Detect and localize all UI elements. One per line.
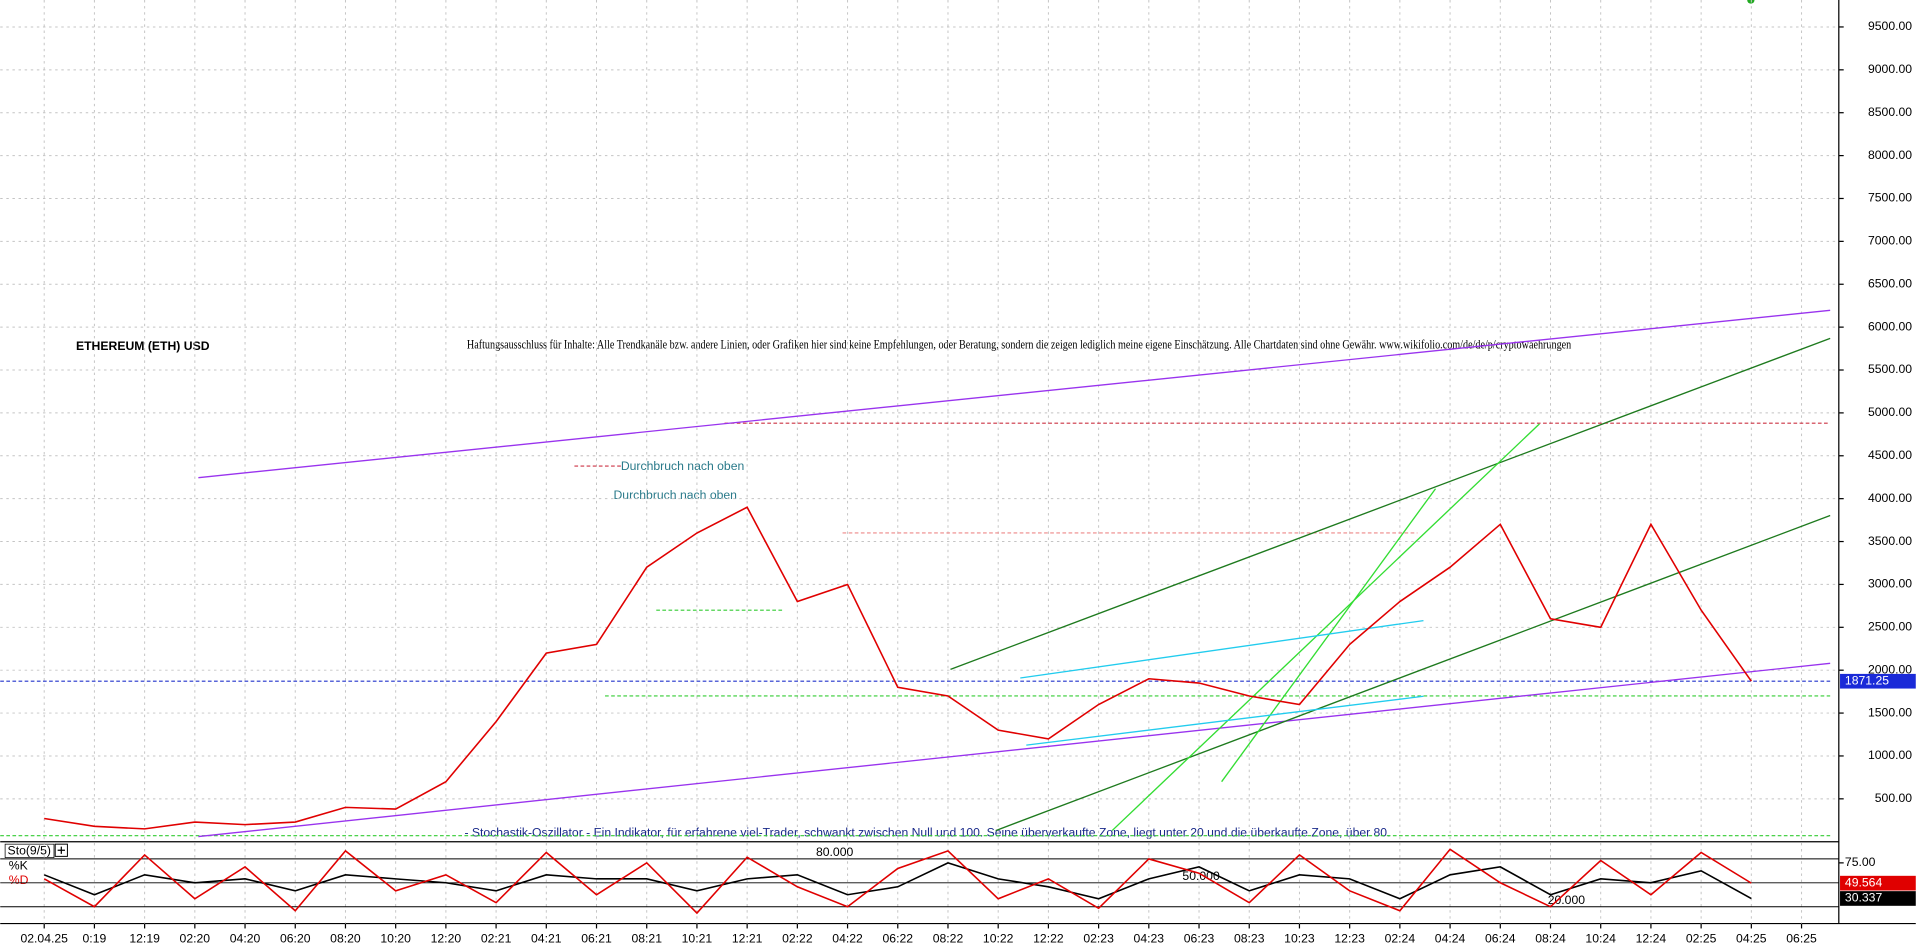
- value-label: 30.337: [1845, 891, 1883, 905]
- x-tick-label: 12:24: [1636, 932, 1667, 946]
- level-label: 80.000: [816, 845, 854, 859]
- stoch-line: [43, 848, 1752, 915]
- annotation: Durchbruch nach oben: [621, 459, 744, 473]
- indicator-description: - Stochastik-Oszillator - Ein Indikator,…: [464, 825, 1390, 839]
- y-tick-label: 6500.00: [1868, 276, 1912, 290]
- x-tick-label: 06:20: [280, 932, 311, 946]
- level-label: 50.000: [1182, 869, 1220, 883]
- price-label: 1871.25: [1845, 673, 1889, 687]
- stoch-line: [43, 861, 1752, 900]
- y-tick-label: 4000.00: [1868, 491, 1912, 505]
- y-tick-label: 7000.00: [1868, 234, 1912, 248]
- trendline: [950, 337, 1831, 670]
- y-tick-label: 8000.00: [1868, 148, 1912, 162]
- x-tick-label: 02:22: [782, 932, 813, 946]
- x-tick-label: 04:24: [1435, 932, 1466, 946]
- x-tick-label: 12:21: [732, 932, 763, 946]
- y-tick-label: 5000.00: [1868, 405, 1912, 419]
- trendline: [198, 309, 1831, 479]
- y-tick-label: 1500.00: [1868, 705, 1912, 719]
- legend-entry: %D: [9, 873, 29, 887]
- trendline: [1026, 695, 1424, 746]
- y-tick-label: 9500.00: [1868, 19, 1912, 33]
- x-tick-label: 06:23: [1184, 932, 1215, 946]
- x-tick-label: 0:19: [83, 932, 107, 946]
- y-tick-label: 9000.00: [1868, 62, 1912, 76]
- x-tick-label: 12:19: [129, 932, 160, 946]
- y-tick-label: 500.00: [1875, 791, 1913, 805]
- trendline: [1221, 488, 1437, 783]
- x-tick-label: 08:21: [631, 932, 662, 946]
- trendline: [1020, 619, 1424, 679]
- expand-icon: [57, 846, 65, 854]
- x-tick-label: 10:21: [682, 932, 713, 946]
- x-tick-label: 02:23: [1083, 932, 1114, 946]
- x-tick-label: 04:25: [1736, 932, 1767, 946]
- value-label-box: [1840, 891, 1916, 906]
- y-tick-label: 3000.00: [1868, 577, 1912, 591]
- y-tick-label: 3500.00: [1868, 534, 1912, 548]
- x-tick-label: 12:20: [431, 932, 462, 946]
- x-tick-label: 10:22: [983, 932, 1014, 946]
- x-tick-label: 06:24: [1485, 932, 1516, 946]
- value-label-box: [1840, 875, 1916, 891]
- trendline: [995, 514, 1831, 832]
- trendline: [1111, 423, 1540, 832]
- x-tick-label: 10:24: [1585, 932, 1616, 946]
- x-tick-label: 10:23: [1284, 932, 1315, 946]
- x-tick-label: 12:23: [1334, 932, 1365, 946]
- x-tick-label: 08:22: [933, 932, 964, 946]
- x-tick-label: 06:21: [581, 932, 612, 946]
- x-tick-label: 08:20: [330, 932, 361, 946]
- level-label: 20.000: [1548, 893, 1586, 907]
- x-tick-label: 02:21: [481, 932, 512, 946]
- trendline: [198, 662, 1831, 838]
- x-tick-label: 02.04.25: [20, 932, 68, 946]
- x-tick-label: 08:24: [1535, 932, 1566, 946]
- y-tick-label: 5500.00: [1868, 362, 1912, 376]
- y-tick-label: 4500.00: [1868, 448, 1912, 462]
- x-tick-label: 06:22: [882, 932, 913, 946]
- x-tick-label: 04:22: [832, 932, 863, 946]
- value-label: 49.564: [1845, 875, 1883, 889]
- y-tick-label: 8500.00: [1868, 105, 1912, 119]
- price-label-box: [1840, 673, 1916, 689]
- y-tick-label: 2000.00: [1868, 662, 1912, 676]
- y-tick-label: 1000.00: [1868, 748, 1912, 762]
- annotation: Durchbruch nach oben: [613, 488, 736, 502]
- disclaimer: Haftungsausschluss für Inhalte: Alle Tre…: [467, 338, 1571, 352]
- y-tick-label: 2500.00: [1868, 620, 1912, 634]
- x-tick-label: 04:20: [230, 932, 261, 946]
- x-tick-label: 06:25: [1786, 932, 1817, 946]
- x-tick-label: 10:20: [380, 932, 411, 946]
- legend-entry: %K: [9, 858, 28, 872]
- x-tick-label: 12:22: [1033, 932, 1064, 946]
- y-tick-label: 75.00: [1845, 855, 1876, 869]
- x-tick-label: 02:20: [180, 932, 211, 946]
- x-tick-label: 02:25: [1686, 932, 1717, 946]
- indicator-box: [4, 843, 55, 858]
- price-line: [44, 506, 1752, 830]
- x-tick-label: 04:21: [531, 932, 562, 946]
- indicator-title: Sto(9/5): [8, 844, 51, 858]
- y-tick-label: 6000.00: [1868, 319, 1912, 333]
- x-tick-label: 08:23: [1234, 932, 1265, 946]
- y-tick-label: 7500.00: [1868, 191, 1912, 205]
- chart-title: ETHEREUM (ETH) USD: [76, 339, 210, 353]
- x-tick-label: 04:23: [1134, 932, 1165, 946]
- x-tick-label: 02:24: [1385, 932, 1416, 946]
